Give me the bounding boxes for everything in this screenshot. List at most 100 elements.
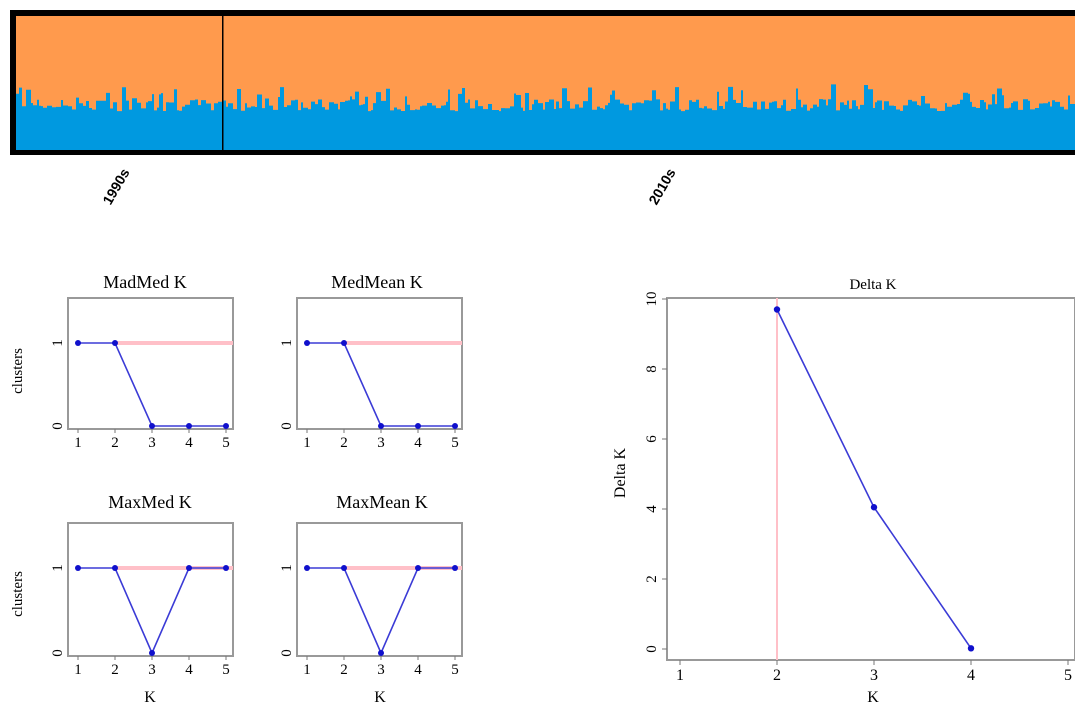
data-point [149,423,155,429]
plot-area: 1 2 3 4 501 [279,339,462,451]
x-axis-label: K [374,689,386,706]
medmean-k-panel: MedMean K 1 2 3 4 501 [279,272,463,451]
data-point [341,565,347,571]
panel-title: MadMed K [103,272,187,292]
y-tick-label: 4 [644,505,660,513]
data-point [186,565,192,571]
x-tick-label: 4 [414,662,422,678]
x-tick-label: 3 [377,662,385,678]
series-line [78,567,226,656]
data-point [223,565,229,571]
x-tick-label: 2 [111,662,119,678]
plot-area: 1 2 3 4 5 0 2 4 6 8 10 [644,292,1072,685]
data-point [415,565,421,571]
x-tick-label: 5 [222,435,230,451]
group-separator [222,10,224,155]
x-tick-label: 5 [222,662,230,678]
data-point [304,565,310,571]
plot-frame [666,297,1075,661]
x-tick-label: 3 [377,435,385,451]
y-tick-label: 1 [50,564,66,572]
x-tick-label: 4 [185,435,193,451]
x-tick-label: 5 [451,662,459,678]
x-tick-label: 3 [870,667,878,684]
panel-title: MedMean K [331,272,422,292]
x-tick-label: 4 [185,662,193,678]
y-axis-label: clusters [10,571,26,617]
x-tick-label: 2 [340,435,348,451]
data-point [112,340,118,346]
x-tick-label: 1 [676,667,684,684]
x-tick-label: 1 [303,662,311,678]
data-point [452,423,458,429]
data-point [304,340,310,346]
data-point [149,650,155,656]
maxmean-k-panel: MaxMean K K 1 2 3 4 501 [279,492,463,706]
series-line [78,342,226,427]
y-axis-label: Delta K [612,447,629,498]
x-tick-label: 2 [340,662,348,678]
x-tick-label: 3 [148,662,156,678]
y-tick-label: 8 [644,365,660,373]
y-tick-label: 0 [279,422,295,430]
data-point [378,423,384,429]
data-point [75,565,81,571]
x-tick-label: 5 [1064,667,1072,684]
plot-area: 1 2 3 4 501 [50,564,233,678]
x-tick-label: 4 [967,667,975,684]
x-tick-label: 4 [414,435,422,451]
maxmed-k-panel: MaxMed K clusters K 1 2 3 4 501 [10,492,234,706]
data-point [75,340,81,346]
panel-title: MaxMean K [336,492,427,512]
y-tick-label: 0 [50,649,66,657]
y-tick-label: 1 [279,564,295,572]
data-point [415,423,421,429]
plot-frame [67,522,234,657]
plot-area: 1 2 3 4 501 [50,339,233,451]
x-axis-label: K [867,689,879,706]
data-point [341,340,347,346]
data-point [452,565,458,571]
y-axis-label: clusters [10,348,26,394]
data-point [870,504,878,511]
panel-title: Delta K [849,277,896,293]
x-tick-label: 2 [111,435,119,451]
x-axis-label: K [144,689,156,706]
y-tick-label: 2 [644,575,660,583]
data-point [223,423,229,429]
y-tick-label: 0 [279,649,295,657]
data-point [186,423,192,429]
panel-title: MaxMed K [108,492,192,512]
data-point [773,306,781,313]
y-tick-label: 6 [644,435,660,443]
series-line [776,309,972,649]
x-tick-label: 5 [451,435,459,451]
x-tick-label: 2 [773,667,781,684]
data-point [378,650,384,656]
plot-area: 1 2 3 4 501 [279,564,462,678]
x-tick-label: 1 [74,662,82,678]
data-point [112,565,118,571]
y-tick-label: 0 [644,645,660,653]
group-label-2010s: 2010s [645,165,678,207]
x-tick-label: 1 [74,435,82,451]
x-tick-label: 3 [148,435,156,451]
y-tick-label: 1 [279,339,295,347]
delta-k-panel: Delta K Delta K K 1 2 3 4 5 0 2 4 6 8 10 [612,277,1075,706]
series-line [307,567,455,656]
x-tick-label: 1 [303,435,311,451]
series-line [307,342,455,427]
structure-cluster-1-area [16,84,1075,150]
group-label-1990s: 1990s [99,165,132,207]
structure-barplot: 1990s 2010s [10,10,1075,207]
plot-frame [296,297,463,430]
y-tick-label: 10 [644,292,660,307]
y-tick-label: 0 [50,422,66,430]
madmed-k-panel: MadMed K clusters 1 2 3 4 501 [10,272,234,451]
plot-frame [296,522,463,657]
plot-frame [67,297,234,430]
data-point [967,645,975,652]
y-tick-label: 1 [50,339,66,347]
